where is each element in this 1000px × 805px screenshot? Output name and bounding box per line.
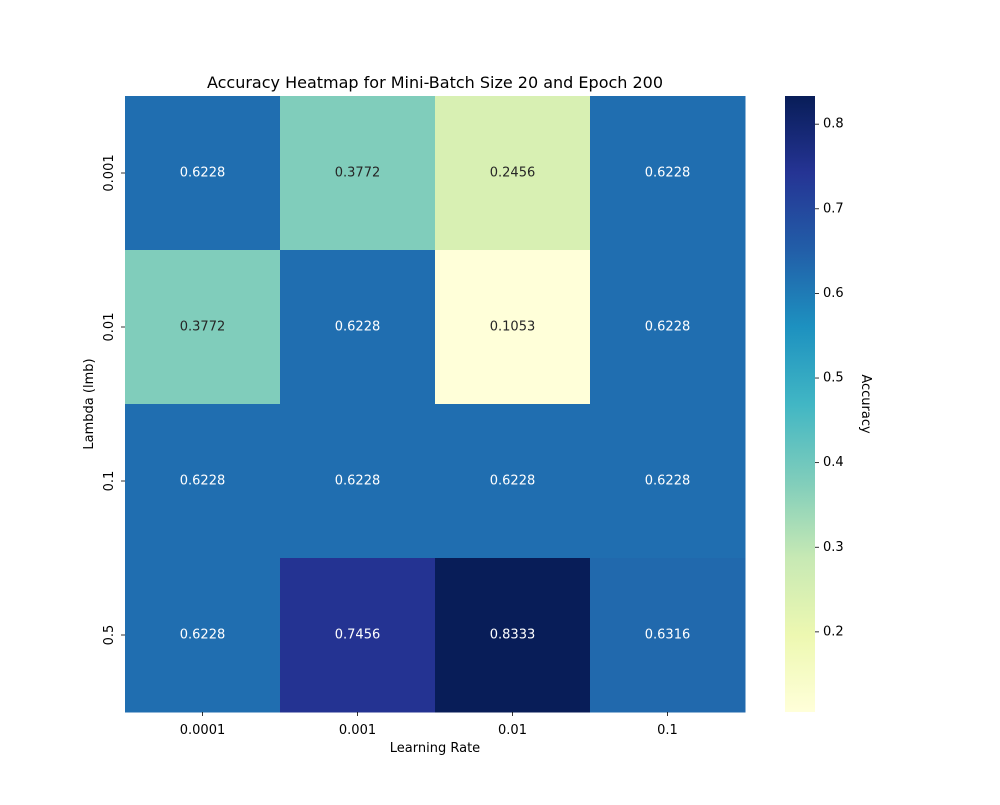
y-tick-label: 0.5 [102,625,117,646]
colorbar-tick-label: 0.8 [823,117,844,132]
colorbar-ticks: 0.2 0.3 0.4 0.5 0.6 0.7 0.8 [815,117,844,639]
x-axis-label: Learning Rate [390,741,480,756]
heatmap-cell [590,96,746,251]
colorbar-tick-label: 0.4 [823,455,844,470]
x-tick-label: 0.1 [657,723,678,738]
cell-value-label: 0.6228 [180,474,226,489]
cell-value-label: 0.6228 [180,166,226,181]
y-tick-label: 0.1 [102,471,117,492]
heatmap-cell [280,558,436,713]
heatmap-cell [435,404,591,559]
heatmap-cell [590,250,746,405]
heatmap-cell [125,404,281,559]
cell-value-label: 0.6228 [645,320,691,335]
cell-value-label: 0.6316 [645,628,691,643]
colorbar-label: Accuracy [858,374,873,434]
heatmap-cell [590,558,746,713]
heatmap-cell [125,96,281,251]
cell-value-label: 0.6228 [335,474,381,489]
cell-value-label: 0.3772 [180,320,226,335]
y-axis-ticks: 0.001 0.01 0.1 0.5 [102,154,125,645]
heatmap-cell [280,96,436,251]
y-tick-label: 0.01 [102,313,117,342]
colorbar-tick-label: 0.2 [823,624,844,639]
colorbar-tick-label: 0.5 [823,371,844,386]
heatmap-cell [280,250,436,405]
heatmap-cell [435,250,591,405]
colorbar-tick-label: 0.7 [823,201,844,216]
heatmap-cell [280,404,436,559]
x-axis-ticks: 0.0001 0.001 0.01 0.1 [180,712,678,738]
x-tick-label: 0.01 [498,723,527,738]
heatmap-cell [435,96,591,251]
chart-title: Accuracy Heatmap for Mini-Batch Size 20 … [207,73,663,92]
cell-value-label: 0.6228 [490,474,536,489]
heatmap-cell [125,250,281,405]
heatmap-cell-labels: 0.6228 0.3772 0.2456 0.6228 0.3772 0.6228 0.10… [180,166,691,643]
cell-value-label: 0.2456 [490,166,536,181]
y-tick-label: 0.001 [102,154,117,191]
y-axis-label: Lambda (lmb) [82,358,97,449]
heatmap-cells [125,96,746,713]
cell-value-label: 0.6228 [645,474,691,489]
cell-value-label: 0.6228 [645,166,691,181]
cell-value-label: 0.1053 [490,320,536,335]
heatmap-cell [590,404,746,559]
x-tick-label: 0.001 [339,723,376,738]
colorbar-tick-label: 0.3 [823,540,844,555]
colorbar-tick-label: 0.6 [823,286,844,301]
cell-value-label: 0.8333 [490,628,536,643]
cell-value-label: 0.6228 [335,320,381,335]
colorbar [785,96,815,712]
cell-value-label: 0.7456 [335,628,381,643]
x-tick-label: 0.0001 [180,723,226,738]
cell-value-label: 0.3772 [335,166,381,181]
heatmap-cell [435,558,591,713]
heatmap-cell [125,558,281,713]
cell-value-label: 0.6228 [180,628,226,643]
